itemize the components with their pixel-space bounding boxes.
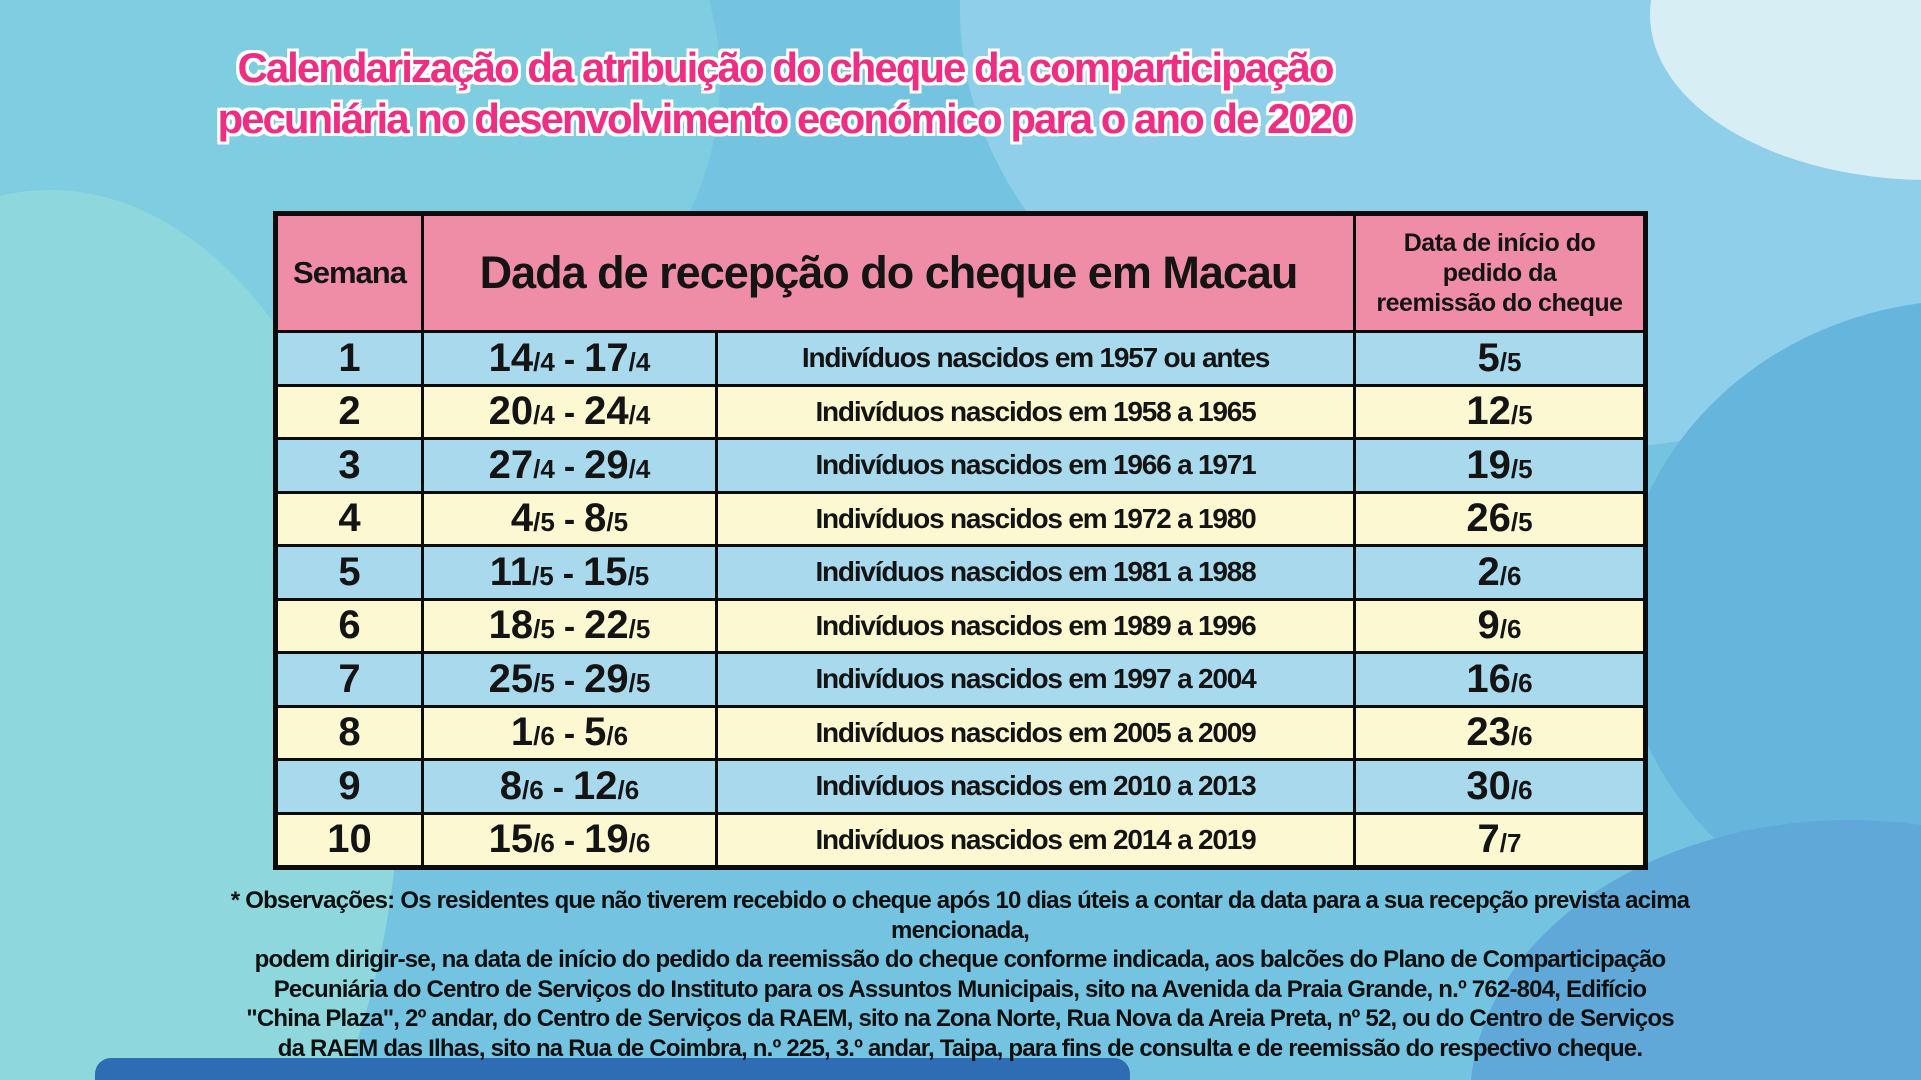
reception-period-cell: 4/5-8/5 xyxy=(421,493,715,544)
table-row: 3 27/4-29/4 Indivíduos nascidos em 1966 … xyxy=(278,437,1643,491)
table-row: 1 14/4-17/4 Indivíduos nascidos em 1957 … xyxy=(278,330,1643,384)
table-row: 2 20/4-24/4 Indivíduos nascidos em 1958 … xyxy=(278,383,1643,437)
table-header-row: Semana Dada de recepção do cheque em Mac… xyxy=(278,216,1643,330)
reception-period-cell: 15/6-19/6 xyxy=(421,814,715,865)
table-row: 7 25/5-29/5 Indivíduos nascidos em 1997 … xyxy=(278,651,1643,705)
reissue-date-cell: 9/6 xyxy=(1353,600,1643,651)
reception-header: Dada de recepção do cheque em Macau xyxy=(421,216,1353,330)
observations-line: * Observações: Os residentes que não tive… xyxy=(230,887,1690,944)
birth-group-cell: Indivíduos nascidos em 1957 ou antes xyxy=(715,333,1353,384)
page-title-line2: pecuniária no desenvolvimento económico … xyxy=(217,95,1354,142)
reissue-date-cell: 12/5 xyxy=(1353,386,1643,437)
observations-note: * Observações: Os residentes que não tive… xyxy=(160,886,1760,1063)
birth-group-cell: Indivíduos nascidos em 1966 a 1971 xyxy=(715,440,1353,491)
reception-period-cell: 1/6-5/6 xyxy=(421,707,715,758)
observations-line: Pecuniária do Centro de Serviços do Inst… xyxy=(273,975,1647,1003)
observations-line: podem dirigir-se, na data de início do p… xyxy=(254,946,1667,973)
reissue-date-cell: 5/5 xyxy=(1353,333,1643,384)
table-row: 9 8/6-12/6 Indivíduos nascidos em 2010 a… xyxy=(278,758,1643,812)
table-row: 5 11/5-15/5 Indivíduos nascidos em 1981 … xyxy=(278,544,1643,598)
reissue-date-cell: 2/6 xyxy=(1353,547,1643,598)
reception-period-cell: 27/4-29/4 xyxy=(421,440,715,491)
table-body: 1 14/4-17/4 Indivíduos nascidos em 1957 … xyxy=(278,330,1643,865)
reception-period-cell: 14/4-17/4 xyxy=(421,333,715,384)
reception-period-cell: 20/4-24/4 xyxy=(421,386,715,437)
page-title: Calendarização da atribuição do cheque d… xyxy=(180,42,1390,144)
page-title-line1: Calendarização da atribuição do cheque d… xyxy=(237,44,1334,91)
schedule-table: Semana Dada de recepção do cheque em Mac… xyxy=(273,211,1648,870)
reception-period-cell: 25/5-29/5 xyxy=(421,654,715,705)
week-cell: 5 xyxy=(338,549,361,594)
week-cell: 6 xyxy=(338,603,361,648)
week-cell: 9 xyxy=(338,763,361,808)
reissue-date-cell: 19/5 xyxy=(1353,440,1643,491)
reissue-date-cell: 30/6 xyxy=(1353,761,1643,812)
week-cell: 1 xyxy=(338,335,361,380)
bottom-blue-bar xyxy=(95,1058,1130,1080)
birth-group-cell: Indivíduos nascidos em 2010 a 2013 xyxy=(715,761,1353,812)
reissue-date-cell: 16/6 xyxy=(1353,654,1643,705)
reissue-header: Data de início do pedido da reemissão do… xyxy=(1353,216,1643,330)
observations-label: * Observações: xyxy=(230,887,395,914)
birth-group-cell: Indivíduos nascidos em 1981 a 1988 xyxy=(715,547,1353,598)
table-row: 10 15/6-19/6 Indivíduos nascidos em 2014… xyxy=(278,811,1643,865)
table-row: 8 1/6-5/6 Indivíduos nascidos em 2005 a … xyxy=(278,704,1643,758)
observations-line: da RAEM das Ilhas, sito na Rua de Coimbr… xyxy=(277,1034,1643,1062)
table-row: 4 4/5-8/5 Indivíduos nascidos em 1972 a … xyxy=(278,490,1643,544)
week-cell: 2 xyxy=(338,389,361,434)
reissue-date-cell: 7/7 xyxy=(1353,814,1643,865)
reception-period-cell: 8/6-12/6 xyxy=(421,761,715,812)
week-cell: 4 xyxy=(338,496,361,541)
observations-line: "China Plaza", 2º andar, do Centro de Se… xyxy=(246,1005,1674,1032)
week-cell: 3 xyxy=(338,442,361,487)
reception-period-cell: 11/5-15/5 xyxy=(421,547,715,598)
birth-group-cell: Indivíduos nascidos em 1958 a 1965 xyxy=(715,386,1353,437)
week-cell: 10 xyxy=(327,817,372,862)
reissue-date-cell: 23/6 xyxy=(1353,707,1643,758)
birth-group-cell: Indivíduos nascidos em 1997 a 2004 xyxy=(715,654,1353,705)
week-cell: 7 xyxy=(338,656,361,701)
birth-group-cell: Indivíduos nascidos em 1989 a 1996 xyxy=(715,600,1353,651)
reissue-date-cell: 26/5 xyxy=(1353,493,1643,544)
birth-group-cell: Indivíduos nascidos em 2005 a 2009 xyxy=(715,707,1353,758)
week-cell: 8 xyxy=(338,710,361,755)
birth-group-cell: Indivíduos nascidos em 2014 a 2019 xyxy=(715,814,1353,865)
birth-group-cell: Indivíduos nascidos em 1972 a 1980 xyxy=(715,493,1353,544)
reception-period-cell: 18/5-22/5 xyxy=(421,600,715,651)
table-row: 6 18/5-22/5 Indivíduos nascidos em 1989 … xyxy=(278,597,1643,651)
week-header: Semana xyxy=(293,255,407,290)
